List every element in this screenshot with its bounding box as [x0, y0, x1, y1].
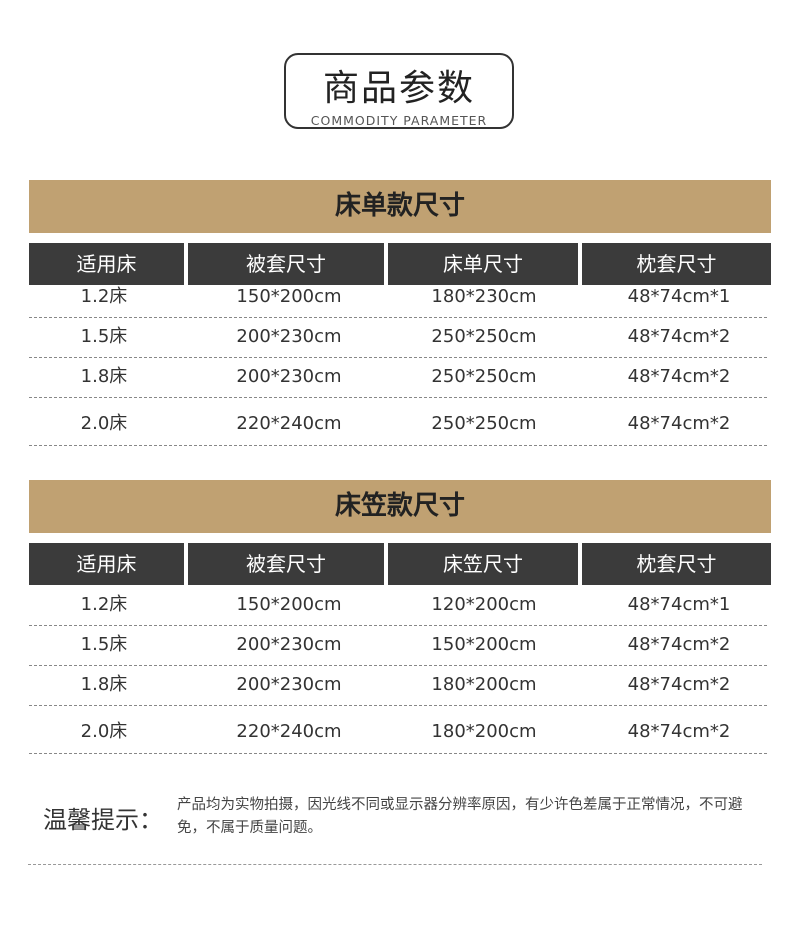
- title-cn: 商品参数: [322, 68, 475, 109]
- table-cell: 150*200cm: [431, 634, 537, 655]
- table-row: 1.5床 200*230cm 250*250cm 48*74cm*2: [29, 318, 767, 358]
- column-header: 被套尺寸: [188, 543, 384, 585]
- table-cell: 200*230cm: [236, 366, 342, 387]
- table-cell: 250*250cm: [431, 326, 537, 347]
- table-cell: 220*240cm: [236, 413, 342, 434]
- table-cell: 2.0床: [80, 413, 128, 434]
- table-cell: 48*74cm*2: [627, 674, 731, 695]
- column-header: 适用床: [29, 243, 184, 285]
- column-header: 被套尺寸: [188, 243, 384, 285]
- table-cell: 250*250cm: [431, 413, 537, 434]
- table-cell: 180*200cm: [431, 674, 537, 695]
- table-cell: 200*230cm: [236, 674, 342, 695]
- table-cell: 1.8床: [80, 366, 128, 387]
- column-header: 床单尺寸: [388, 243, 578, 285]
- table-cell: 120*200cm: [431, 594, 537, 615]
- table-row: 2.0床 220*240cm 180*200cm 48*74cm*2: [29, 710, 767, 754]
- table-cell: 48*74cm*1: [627, 286, 731, 307]
- table-row: 1.2床 150*200cm 180*230cm 48*74cm*1: [29, 278, 767, 318]
- table-cell: 1.2床: [80, 286, 128, 307]
- column-header: 枕套尺寸: [582, 243, 771, 285]
- table-row: 1.2床 150*200cm 120*200cm 48*74cm*1: [29, 586, 767, 626]
- table-title: 床单款尺寸: [29, 180, 771, 233]
- table-row: 2.0床 220*240cm 250*250cm 48*74cm*2: [29, 402, 767, 446]
- divider: [28, 864, 762, 865]
- table-cell: 48*74cm*2: [627, 634, 731, 655]
- table-cell: 48*74cm*2: [627, 413, 731, 434]
- table-cell: 48*74cm*1: [627, 594, 731, 615]
- table-cell: 48*74cm*2: [627, 721, 731, 742]
- table-cell: 150*200cm: [236, 594, 342, 615]
- table-cell: 1.5床: [80, 634, 128, 655]
- table-cell: 48*74cm*2: [627, 326, 731, 347]
- table-cell: 180*200cm: [431, 721, 537, 742]
- table-cell: 2.0床: [80, 721, 128, 742]
- column-header: 床笠尺寸: [388, 543, 578, 585]
- table-row: 1.8床 200*230cm 250*250cm 48*74cm*2: [29, 358, 767, 398]
- table-row: 1.8床 200*230cm 180*200cm 48*74cm*2: [29, 666, 767, 706]
- title-en: COMMODITY PARAMETER: [310, 113, 488, 128]
- table-row: 1.5床 200*230cm 150*200cm 48*74cm*2: [29, 626, 767, 666]
- table-cell: 1.8床: [80, 674, 128, 695]
- table-cell: 250*250cm: [431, 366, 537, 387]
- column-header: 枕套尺寸: [582, 543, 771, 585]
- table-cell: 180*230cm: [431, 286, 537, 307]
- table-title: 床笠款尺寸: [29, 480, 771, 533]
- table-header: 适用床 被套尺寸 床单尺寸 枕套尺寸: [29, 243, 771, 285]
- table-cell: 1.2床: [80, 594, 128, 615]
- notice-label: 温馨提示：: [43, 806, 163, 834]
- table-cell: 48*74cm*2: [627, 366, 731, 387]
- table-cell: 200*230cm: [236, 326, 342, 347]
- table-cell: 1.5床: [80, 326, 128, 347]
- table-cell: 150*200cm: [236, 286, 342, 307]
- table-cell: 220*240cm: [236, 721, 342, 742]
- notice-text: 产品均为实物拍摄，因光线不同或显示器分辨率原因，有少许色差属于正常情况，不可避免…: [177, 797, 743, 836]
- table-cell: 200*230cm: [236, 634, 342, 655]
- column-header: 适用床: [29, 543, 184, 585]
- section-title: 商品参数 COMMODITY PARAMETER: [284, 53, 514, 129]
- table-header: 适用床 被套尺寸 床笠尺寸 枕套尺寸: [29, 543, 771, 585]
